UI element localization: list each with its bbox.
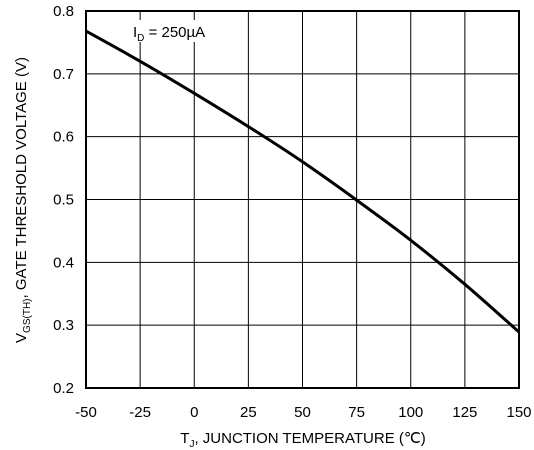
x-axis-symbol: T (180, 430, 189, 447)
x-tick-label: 0 (190, 404, 198, 421)
annotation-text: = 250µA (144, 24, 205, 41)
x-axis-text: , JUNCTION TEMPERATURE (℃) (194, 430, 425, 447)
x-tick-label: -25 (129, 404, 151, 421)
tick-labels: -50 -25 0 25 50 75 100 125 150 0.2 0.3 0.4 0.5 0.6 0.7… (53, 3, 531, 421)
annotation-symbol: I (133, 24, 137, 41)
y-tick-label: 0.3 (53, 317, 74, 334)
x-tick-label: 125 (452, 404, 477, 421)
y-tick-label: 0.4 (53, 254, 74, 271)
x-axis-label: TJ, JUNCTION TEMPERATURE (℃) (180, 430, 425, 450)
annotation-background (128, 20, 218, 42)
y-axis-subscript: GS(TH) (22, 298, 33, 332)
plot-frame (85, 10, 520, 389)
annotation-subscript: D (137, 33, 144, 44)
threshold-voltage-curve (85, 29, 520, 334)
x-tick-label: 25 (240, 404, 257, 421)
x-tick-label: 50 (294, 404, 311, 421)
x-axis-subscript: J (189, 439, 194, 450)
x-tick-label: 150 (506, 404, 531, 421)
y-tick-label: 0.8 (53, 3, 74, 20)
y-tick-label: 0.5 (53, 192, 74, 209)
y-axis-label: VGS(TH), GATE THRESHOLD VOLTAGE (V) (13, 57, 33, 343)
y-tick-label: 0.2 (53, 380, 74, 397)
drain-current-annotation: ID = 250µA (133, 24, 205, 44)
plot-layer (85, 29, 520, 334)
y-axis-symbol: V (13, 333, 30, 343)
y-axis-text: , GATE THRESHOLD VOLTAGE (V) (13, 57, 30, 298)
x-tick-label: -50 (75, 404, 97, 421)
y-tick-label: 0.7 (53, 66, 74, 83)
x-tick-label: 100 (398, 404, 423, 421)
y-tick-label: 0.6 (53, 129, 74, 146)
x-tick-label: 75 (348, 404, 365, 421)
